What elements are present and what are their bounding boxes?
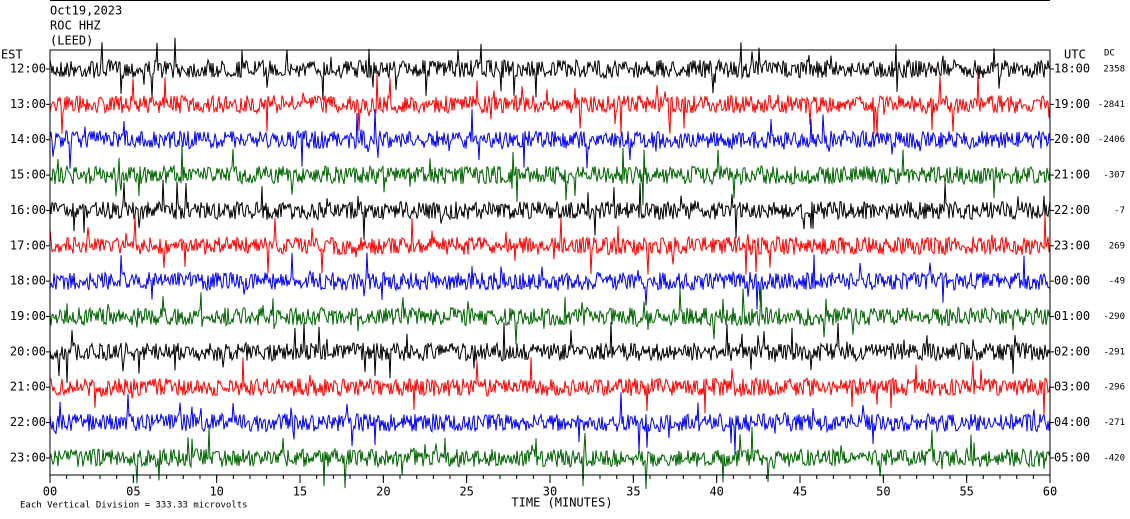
est-label: 23:00 — [10, 450, 46, 464]
trace — [49, 108, 1051, 169]
est-label: 22:00 — [10, 415, 46, 429]
trace — [49, 322, 1051, 384]
trace — [49, 426, 1051, 490]
trace — [49, 356, 1051, 416]
trace — [49, 37, 1051, 101]
right-axis-label: UTC — [1064, 48, 1086, 62]
x-tick-label: 35 — [626, 485, 640, 499]
x-tick-label: 05 — [126, 485, 140, 499]
dc-label: DC — [1104, 49, 1115, 59]
trace — [49, 145, 1051, 206]
dc-value: -420 — [1103, 453, 1125, 463]
footnote: Each Vertical Division = 333.33 microvol… — [20, 501, 248, 511]
dc-value: -307 — [1103, 171, 1125, 181]
est-label: 21:00 — [10, 380, 46, 394]
dc-value: -290 — [1103, 312, 1125, 322]
dc-value: 2358 — [1103, 65, 1125, 75]
est-label: 16:00 — [10, 203, 46, 217]
est-label: 15:00 — [10, 168, 46, 182]
utc-label: 05:00 — [1054, 450, 1090, 464]
traces — [49, 37, 1051, 490]
dc-value: -7 — [1114, 206, 1125, 216]
utc-label: 04:00 — [1054, 415, 1090, 429]
utc-label: 20:00 — [1054, 132, 1090, 146]
plot-frame — [49, 49, 1051, 476]
utc-label: 18:00 — [1054, 62, 1090, 76]
x-tick-label: 55 — [959, 485, 973, 499]
est-label: 12:00 — [10, 62, 46, 76]
x-tick-label: 50 — [876, 485, 890, 499]
x-tick-label: 15 — [293, 485, 307, 499]
utc-label: 00:00 — [1054, 274, 1090, 288]
title-line: Oct19,2023 — [50, 4, 122, 18]
est-label: 14:00 — [10, 132, 46, 146]
est-label: 13:00 — [10, 97, 46, 111]
utc-label: 22:00 — [1054, 203, 1090, 217]
trace — [49, 392, 1051, 454]
utc-label: 02:00 — [1054, 344, 1090, 358]
dc-value: -291 — [1103, 347, 1125, 357]
utc-label: 03:00 — [1054, 380, 1090, 394]
dc-value: -49 — [1109, 277, 1125, 287]
utc-label: 21:00 — [1054, 168, 1090, 182]
utc-label: 23:00 — [1054, 238, 1090, 252]
dc-value: -271 — [1103, 418, 1125, 428]
left-axis-label: EST — [1, 48, 23, 62]
trace — [49, 73, 1051, 135]
est-label: 20:00 — [10, 344, 46, 358]
dc-value: 269 — [1109, 241, 1125, 251]
trace — [49, 285, 1051, 345]
trace — [49, 179, 1051, 240]
dc-value: -2841 — [1098, 100, 1125, 110]
est-label: 17:00 — [10, 238, 46, 252]
title-line: (LEED) — [50, 34, 93, 48]
x-tick-label: 40 — [709, 485, 723, 499]
dc-value: -296 — [1103, 383, 1125, 393]
trace — [49, 214, 1051, 275]
est-label: 18:00 — [10, 274, 46, 288]
x-tick-label: 30 — [543, 485, 557, 499]
x-tick-label: 45 — [793, 485, 807, 499]
x-axis-label: TIME (MINUTES) — [511, 496, 612, 510]
x-tick-label: 10 — [209, 485, 223, 499]
title-line: ROC HHZ — [50, 19, 101, 33]
x-tick-label: 25 — [459, 485, 473, 499]
x-tick-label: 00 — [43, 485, 57, 499]
x-tick-label: 60 — [1043, 485, 1057, 499]
utc-label: 01:00 — [1054, 309, 1090, 323]
trace — [49, 252, 1051, 310]
utc-label: 19:00 — [1054, 97, 1090, 111]
x-tick-label: 20 — [376, 485, 390, 499]
dc-value: -2406 — [1098, 135, 1125, 145]
est-label: 19:00 — [10, 309, 46, 323]
